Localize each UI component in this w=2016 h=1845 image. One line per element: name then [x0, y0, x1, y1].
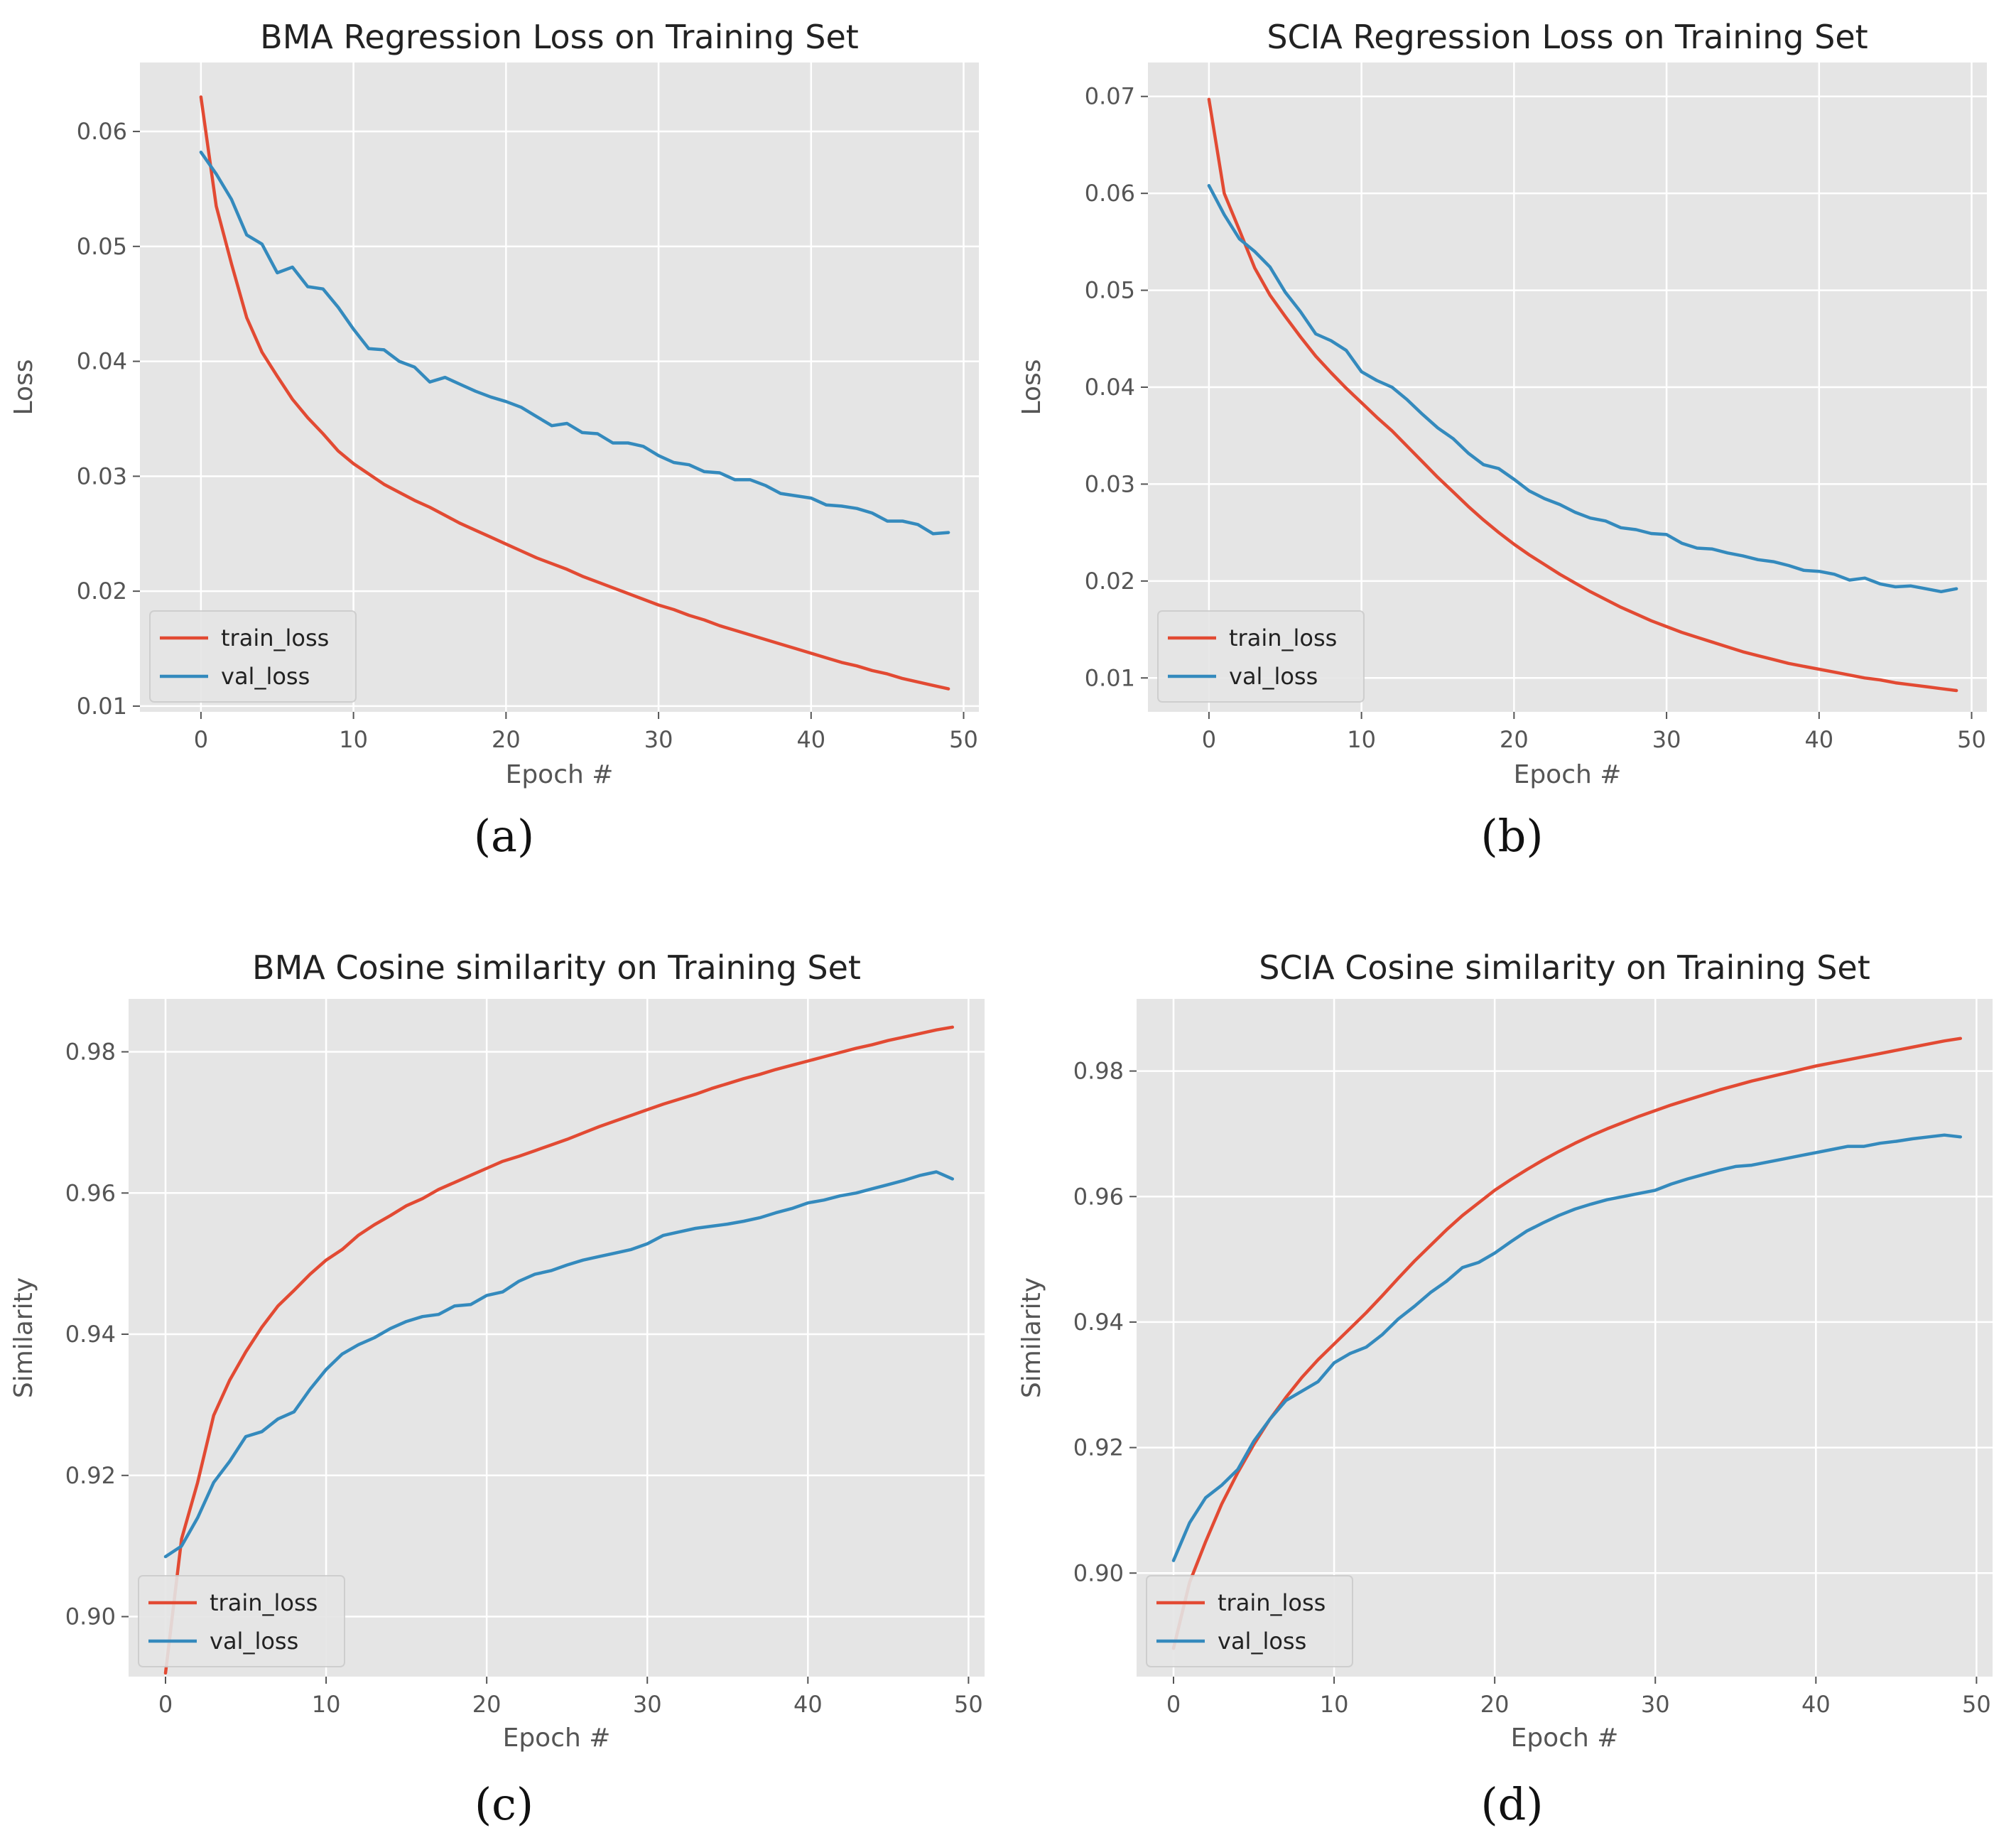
chart-title-d: SCIA Cosine similarity on Training Set [1259, 948, 1870, 987]
caption-b: (b) [1480, 810, 1544, 862]
x-axis-label-c: Epoch # [503, 1724, 611, 1753]
x-tick-label-a-5: 50 [949, 726, 978, 753]
plot-area-d [1137, 999, 1993, 1677]
caption-d: (d) [1480, 1778, 1544, 1830]
series-line-val-loss-d [1171, 1133, 1963, 1562]
y-tick-label-a-2: 0.03 [77, 462, 127, 489]
x-tick-label-d-4: 40 [1801, 1691, 1831, 1718]
x-tick-label-d-2: 20 [1480, 1691, 1510, 1718]
chart-c: 0 10 20 30 40 50 0.90 0.92 0.94 0.96 0.98 BMA Cosin… [9, 948, 985, 1753]
x-tick-label-a-3: 30 [644, 726, 673, 753]
y-tick-label-c-4: 0.98 [65, 1039, 116, 1066]
y-axis-label-b: Loss [1017, 359, 1046, 416]
series-line-train-loss-b [1207, 97, 1958, 693]
y-tick-label-b-4: 0.05 [1085, 277, 1135, 304]
series-line-val-loss-c [163, 1170, 955, 1559]
x-tick-label-b-3: 30 [1652, 726, 1681, 753]
x-tick-label-d-1: 10 [1320, 1691, 1349, 1718]
legend-label-train-loss-d: train_loss [1218, 1589, 1326, 1616]
x-axis-label-b: Epoch # [1514, 760, 1622, 789]
legend-a [149, 610, 357, 703]
chart-d: 0 10 20 30 40 50 0.90 0.92 0.94 0.96 0.98 SCIA Cosi… [1017, 948, 1993, 1753]
y-tick-label-d-4: 0.98 [1073, 1058, 1124, 1085]
y-tick-label-c-2: 0.94 [65, 1321, 116, 1348]
legend-label-val-loss-d: val_loss [1218, 1628, 1306, 1655]
legend-d [1146, 1575, 1353, 1667]
y-axis-label-a: Loss [9, 359, 38, 416]
y-tick-label-b-1: 0.02 [1085, 568, 1135, 595]
plot-area-c [129, 999, 985, 1677]
x-tick-label-d-3: 30 [1641, 1691, 1670, 1718]
panel-a: 0 10 20 30 40 50 0.01 0.02 0.03 0.04 0.05 0.06 BMA R… [0, 0, 1008, 922]
y-tick-label-b-6: 0.07 [1085, 83, 1135, 110]
chart-title-a: BMA Regression Loss on Training Set [260, 18, 859, 56]
legend-label-train-loss-a: train_loss [221, 624, 329, 651]
x-tick-label-d-0: 0 [1166, 1691, 1181, 1718]
series-line-train-loss-d [1171, 1037, 1963, 1650]
x-tick-label-d-5: 50 [1962, 1691, 1991, 1718]
y-tick-label-c-1: 0.92 [65, 1462, 116, 1489]
y-axis-label-d: Similarity [1017, 1277, 1046, 1398]
y-tick-label-d-0: 0.90 [1073, 1559, 1124, 1586]
x-tick-label-a-0: 0 [194, 726, 208, 753]
chart-title-c: BMA Cosine similarity on Training Set [252, 948, 861, 987]
series-line-val-loss-b [1207, 184, 1958, 594]
x-axis-label-d: Epoch # [1511, 1724, 1619, 1753]
panel-d: 0 10 20 30 40 50 0.90 0.92 0.94 0.96 0.98 SCIA Cosi… [1008, 922, 2016, 1844]
y-tick-label-b-2: 0.03 [1085, 470, 1135, 497]
panel-c: 0 10 20 30 40 50 0.90 0.92 0.94 0.96 0.98 BMA Cosin… [0, 922, 1008, 1844]
x-tick-label-a-4: 40 [796, 726, 825, 753]
caption-c: (c) [474, 1778, 534, 1830]
y-tick-label-b-5: 0.06 [1085, 180, 1135, 207]
x-tick-label-b-5: 50 [1957, 726, 1986, 753]
x-tick-label-c-3: 30 [633, 1691, 662, 1718]
x-tick-label-c-0: 0 [158, 1691, 173, 1718]
y-tick-label-d-1: 0.92 [1073, 1434, 1124, 1461]
caption-a: (a) [473, 810, 535, 862]
legend-label-train-loss-c: train_loss [210, 1589, 318, 1616]
y-axis-label-c: Similarity [9, 1277, 38, 1398]
legend-label-val-loss-b: val_loss [1229, 663, 1318, 690]
y-tick-label-b-3: 0.04 [1085, 374, 1135, 401]
y-tick-label-a-4: 0.05 [77, 233, 127, 260]
plot-area-a [140, 63, 979, 712]
series-line-train-loss-a [199, 95, 950, 691]
y-tick-label-d-2: 0.94 [1073, 1309, 1124, 1336]
legend-label-val-loss-a: val_loss [221, 663, 310, 690]
legend-label-train-loss-b: train_loss [1229, 624, 1337, 651]
x-tick-label-c-5: 50 [954, 1691, 983, 1718]
y-tick-label-a-1: 0.02 [77, 578, 127, 605]
y-tick-label-a-0: 0.01 [77, 693, 127, 720]
x-axis-label-a: Epoch # [506, 760, 614, 789]
x-tick-label-c-2: 20 [472, 1691, 502, 1718]
x-tick-label-a-1: 10 [339, 726, 368, 753]
series-line-train-loss-c [163, 1025, 955, 1675]
chart-title-b: SCIA Regression Loss on Training Set [1267, 18, 1868, 56]
legend-label-val-loss-c: val_loss [210, 1628, 298, 1655]
panel-b: 0 10 20 30 40 50 0.01 0.02 0.03 0.04 0.05 0.06 0.07 S… [1008, 0, 2016, 922]
x-tick-label-b-2: 20 [1500, 726, 1529, 753]
chart-a: 0 10 20 30 40 50 0.01 0.02 0.03 0.04 0.05 0.06 BMA R… [9, 18, 979, 789]
y-tick-label-d-3: 0.96 [1073, 1183, 1124, 1210]
series-line-val-loss-a [199, 150, 950, 536]
x-tick-label-a-2: 20 [492, 726, 521, 753]
x-tick-label-b-1: 10 [1347, 726, 1376, 753]
y-tick-label-a-5: 0.06 [77, 118, 127, 145]
legend-c [138, 1575, 345, 1667]
x-tick-label-c-4: 40 [793, 1691, 823, 1718]
legend-b [1157, 610, 1365, 703]
x-tick-label-b-4: 40 [1804, 726, 1833, 753]
x-tick-label-c-1: 10 [312, 1691, 341, 1718]
y-tick-label-c-0: 0.90 [65, 1603, 116, 1630]
y-tick-label-c-3: 0.96 [65, 1179, 116, 1206]
y-tick-label-a-3: 0.04 [77, 348, 127, 375]
chart-b: 0 10 20 30 40 50 0.01 0.02 0.03 0.04 0.05 0.06 0.07 S… [1017, 18, 1987, 789]
y-tick-label-b-0: 0.01 [1085, 664, 1135, 691]
x-tick-label-b-0: 0 [1202, 726, 1216, 753]
